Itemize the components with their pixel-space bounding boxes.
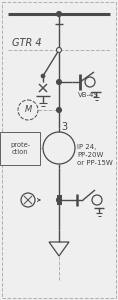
Text: VB-4S: VB-4S (78, 92, 99, 98)
Text: 3: 3 (61, 122, 67, 132)
Circle shape (57, 47, 61, 52)
Text: GTR 4: GTR 4 (12, 38, 42, 48)
Circle shape (57, 107, 61, 112)
Circle shape (57, 197, 61, 202)
Text: prote-
ction: prote- ction (10, 142, 30, 154)
Circle shape (57, 80, 61, 85)
Text: M: M (24, 106, 32, 115)
Text: IP 24,
PP-20W
or PP-15W: IP 24, PP-20W or PP-15W (77, 144, 113, 166)
Circle shape (57, 11, 61, 16)
Circle shape (41, 74, 45, 78)
